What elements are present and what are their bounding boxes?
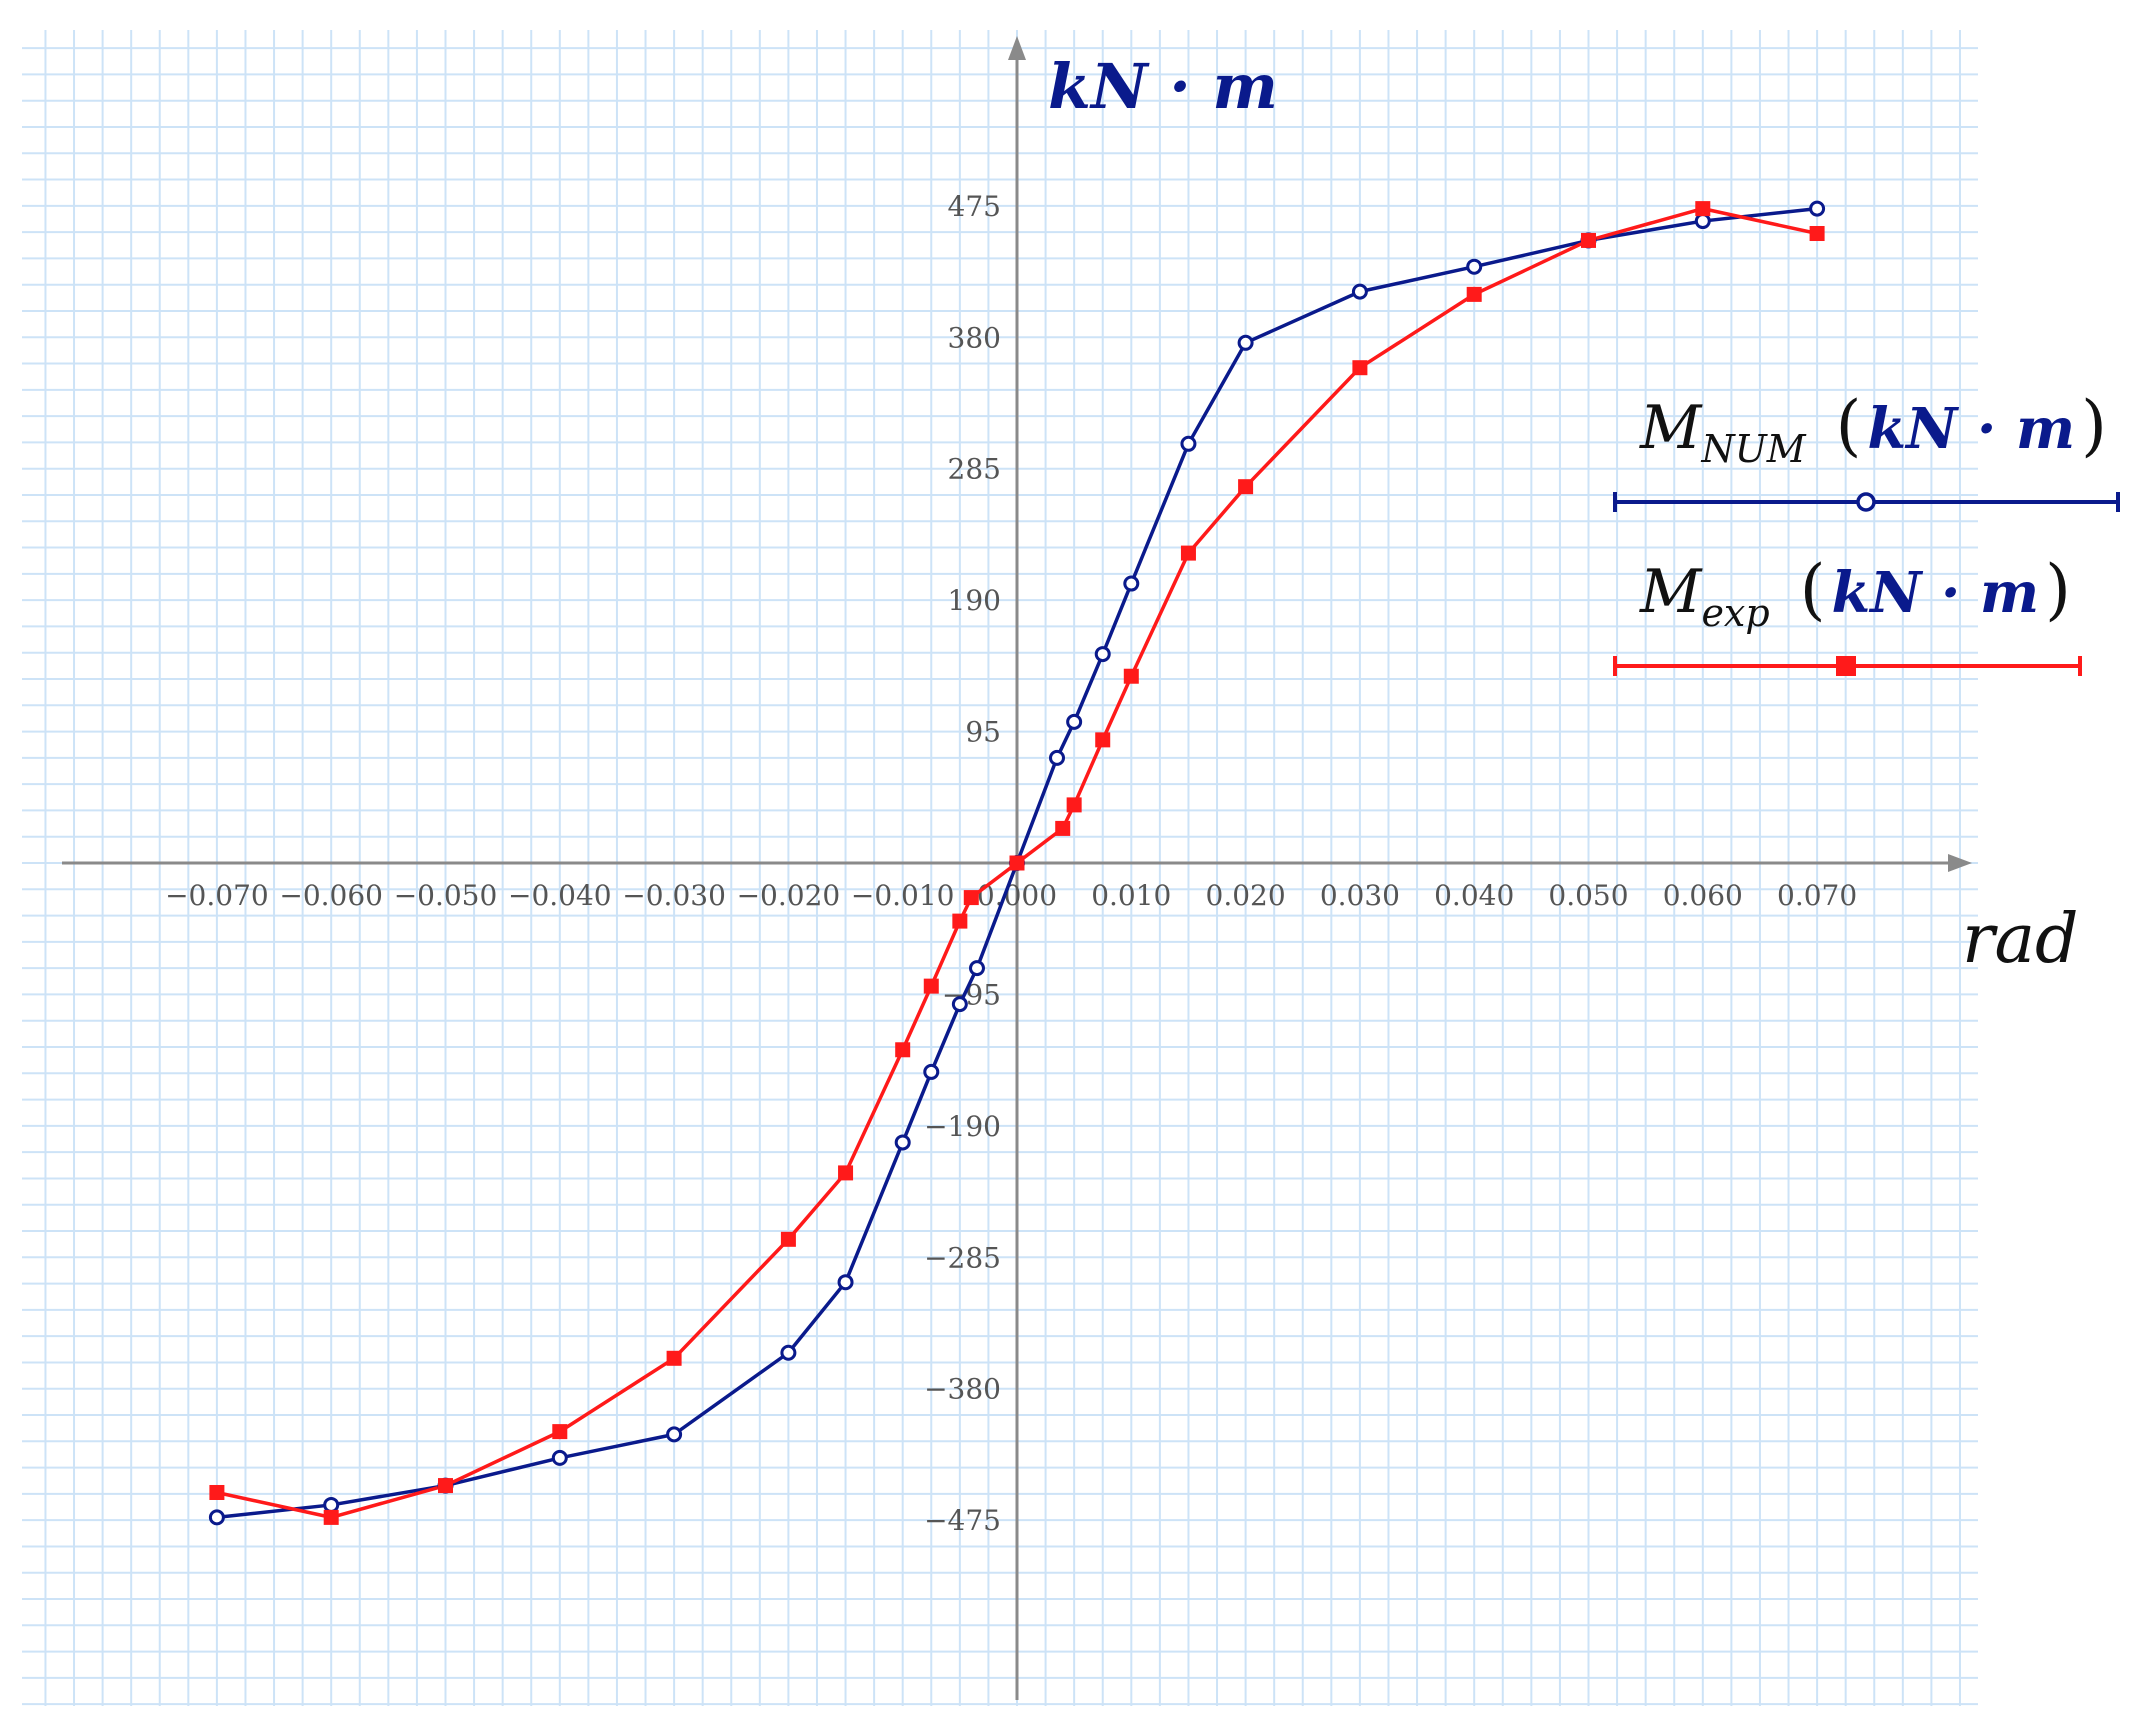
- legend-marker: [1836, 656, 1856, 676]
- data-point-m-exp: [1352, 360, 1368, 376]
- data-point-m-exp: [552, 1424, 568, 1440]
- legend-entry-m-num: MNUM(kN · m): [1613, 387, 2120, 512]
- data-point-m-num: [666, 1426, 683, 1443]
- data-point-m-exp: [838, 1165, 854, 1181]
- data-point-m-num: [551, 1449, 568, 1466]
- grid: [22, 30, 1978, 1706]
- legend: MNUM(kN · m) Mexp(kN · m): [1613, 387, 2120, 676]
- data-point-m-exp: [1238, 479, 1254, 495]
- y-tick-label: −190: [924, 1110, 1001, 1143]
- legend-entry-m-exp: Mexp(kN · m): [1613, 551, 2082, 676]
- y-axis-arrow: [1008, 36, 1026, 60]
- data-point-m-exp: [209, 1484, 225, 1500]
- data-point-m-exp: [1123, 668, 1139, 684]
- x-tick-label: −0.030: [622, 879, 726, 912]
- data-point-m-num: [837, 1274, 854, 1291]
- x-axis-unit-label: rad: [1962, 900, 2079, 979]
- data-point-m-exp: [895, 1042, 911, 1058]
- data-point-m-exp: [1695, 201, 1711, 217]
- x-tick-label: 0.040: [1434, 879, 1514, 912]
- axes: [62, 36, 1972, 1700]
- x-tick-label: −0.020: [737, 879, 841, 912]
- x-tick-label: 0.030: [1320, 879, 1400, 912]
- data-point-m-exp: [1055, 820, 1071, 836]
- data-point-m-exp: [952, 913, 968, 929]
- data-point-m-num: [1809, 200, 1826, 217]
- data-point-m-num: [1066, 713, 1083, 730]
- data-point-m-num: [1094, 646, 1111, 663]
- data-point-m-exp: [323, 1509, 339, 1525]
- x-tick-label: 0.070: [1777, 879, 1857, 912]
- y-tick-label: −380: [924, 1373, 1001, 1406]
- y-tick-label: 380: [948, 321, 1001, 354]
- x-axis-arrow: [1948, 854, 1972, 872]
- data-point-m-num: [968, 960, 985, 977]
- y-tick-label: −285: [924, 1241, 1001, 1274]
- y-tick-label: −475: [924, 1504, 1001, 1537]
- data-point-m-exp: [780, 1231, 796, 1247]
- data-point-m-num: [951, 996, 968, 1013]
- data-point-m-num: [208, 1509, 225, 1526]
- legend-label: MNUM(kN · m): [1639, 387, 2107, 471]
- x-tick-label: 0.050: [1548, 879, 1628, 912]
- data-point-m-num: [323, 1496, 340, 1513]
- data-point-m-exp: [1180, 545, 1196, 561]
- data-point-m-exp: [1581, 232, 1596, 248]
- data-point-m-num: [1351, 283, 1368, 300]
- series-markers: [208, 200, 1826, 1526]
- x-tick-label: −0.070: [165, 879, 269, 912]
- legend-label: Mexp(kN · m): [1639, 551, 2071, 635]
- x-tick-label: 0.060: [1663, 879, 1743, 912]
- data-point-m-exp: [923, 978, 939, 994]
- data-point-m-exp: [1095, 732, 1111, 748]
- y-tick-label: 190: [948, 584, 1001, 617]
- data-point-m-num: [1123, 575, 1140, 592]
- data-point-m-exp: [1466, 286, 1482, 302]
- y-tick-labels: 475 380 285 190 95 −95 −190 −285 −380 −475: [924, 190, 1001, 1537]
- x-tick-label: 0.010: [1091, 879, 1171, 912]
- x-tick-label: −0.060: [279, 879, 383, 912]
- data-point-m-num: [923, 1063, 940, 1080]
- x-tick-label: 0.020: [1206, 879, 1286, 912]
- data-point-m-num: [1466, 258, 1483, 275]
- data-point-m-exp: [963, 890, 979, 906]
- data-point-m-num: [1180, 435, 1197, 452]
- data-point-m-num: [1694, 213, 1711, 230]
- y-tick-label: 95: [965, 716, 1001, 749]
- data-point-m-num: [894, 1134, 911, 1151]
- data-point-m-num: [1237, 334, 1254, 351]
- x-tick-label: −0.010: [851, 879, 955, 912]
- x-tick-label: −0.040: [508, 879, 612, 912]
- y-axis-unit-label: kN · m: [1048, 50, 1278, 123]
- data-point-m-exp: [666, 1350, 682, 1366]
- y-tick-label: −95: [942, 978, 1001, 1011]
- x-tick-labels: −0.070 −0.060 −0.050 −0.040 −0.030 −0.020 −0.0…: [165, 879, 1857, 912]
- data-point-m-exp: [1066, 797, 1082, 813]
- x-tick-label: −0.050: [394, 879, 498, 912]
- data-point-m-num: [780, 1344, 797, 1361]
- data-point-m-exp: [1009, 855, 1025, 871]
- data-point-m-exp: [438, 1478, 453, 1494]
- legend-marker: [1856, 492, 1876, 512]
- data-point-m-exp: [1809, 226, 1825, 242]
- data-point-m-num: [1049, 749, 1066, 766]
- y-tick-label: 285: [948, 453, 1001, 486]
- y-tick-label: 475: [948, 190, 1001, 223]
